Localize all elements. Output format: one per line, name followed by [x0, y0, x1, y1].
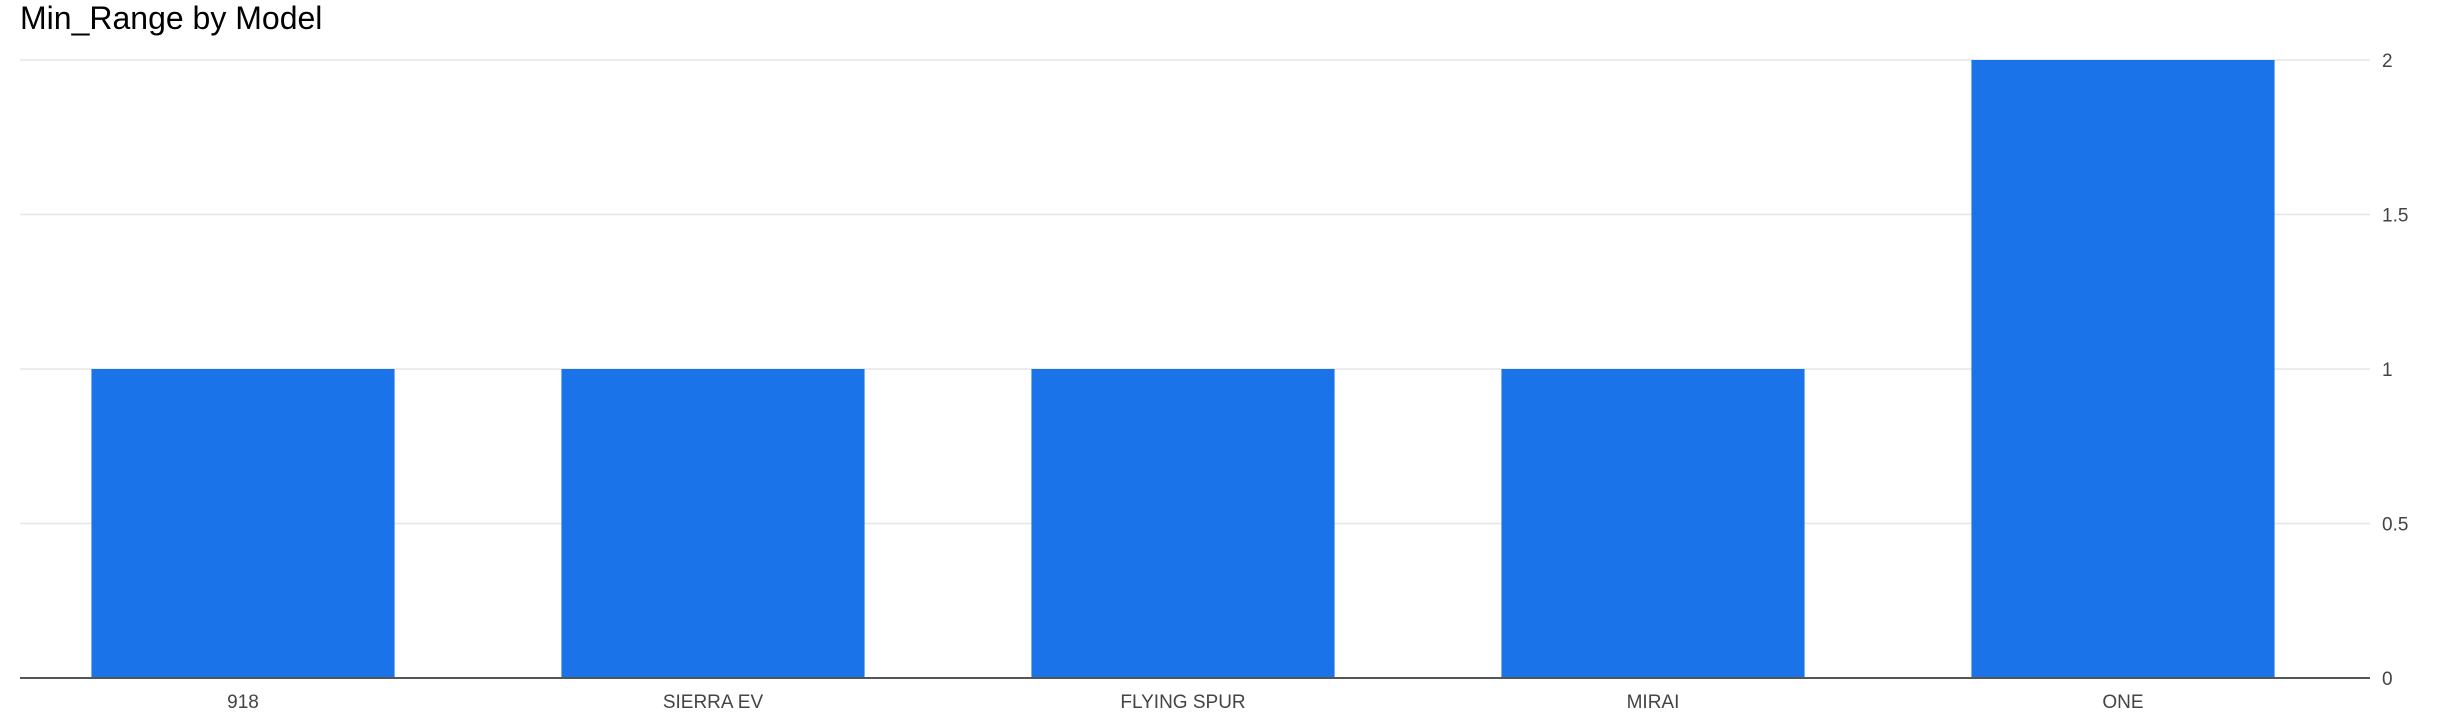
x-tick-label: MIRAI	[1627, 692, 1680, 713]
x-axis-ticks: 918 SIERRA EV FLYING SPUR MIRAI ONE	[227, 692, 2143, 713]
y-tick-label: 1	[2382, 360, 2393, 381]
y-axis-ticks: 0 0.5 1 1.5 2	[2382, 51, 2408, 690]
x-tick-label: 918	[227, 692, 259, 713]
x-tick-label: FLYING SPUR	[1120, 692, 1245, 713]
y-tick-label: 0	[2382, 669, 2393, 690]
bar	[91, 369, 395, 678]
y-tick-label: 1.5	[2382, 206, 2408, 227]
bar	[1501, 369, 1805, 678]
bars	[91, 60, 2275, 678]
bar	[561, 369, 865, 678]
bar	[1971, 60, 2275, 678]
x-tick-label: SIERRA EV	[663, 692, 764, 713]
chart-title: Min_Range by Model	[20, 0, 323, 36]
y-tick-label: 0.5	[2382, 515, 2408, 536]
bar	[1031, 369, 1335, 678]
y-tick-label: 2	[2382, 51, 2393, 72]
x-tick-label: ONE	[2102, 692, 2143, 713]
